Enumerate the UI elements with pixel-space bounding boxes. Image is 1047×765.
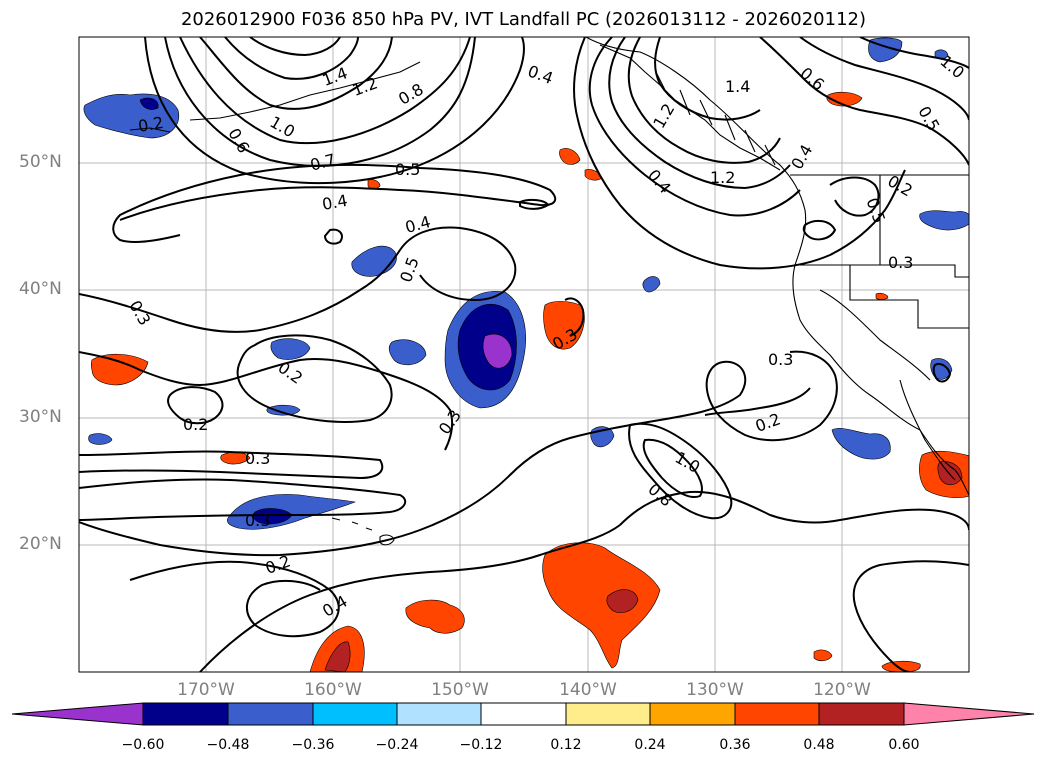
colorbar-bin (565, 702, 651, 726)
contour-label: 1.2 (350, 73, 380, 100)
lon-label-150w: 150°W (431, 680, 489, 700)
colorbar-high-extend (903, 702, 1035, 726)
colorbar-tick: −0.12 (459, 737, 503, 753)
colorbar-low-extend (11, 702, 144, 726)
contour-label: 0.6 (796, 63, 828, 94)
contour-label: 0.3 (888, 253, 913, 272)
lat-label-40n: 40°N (19, 279, 62, 299)
lon-label-170w: 170°W (177, 680, 235, 700)
colorbar-tick: −0.36 (291, 737, 335, 753)
lon-label-140w: 140°W (559, 680, 617, 700)
contour-label: 0.4 (525, 61, 555, 88)
lon-label-160w: 160°W (304, 680, 362, 700)
colorbar-tick: −0.48 (206, 737, 250, 753)
colorbar-tick: 0.24 (634, 737, 666, 753)
colorbar-bin (396, 702, 482, 726)
contour-label: 0.5 (395, 160, 420, 179)
contour-label: 0.4 (403, 212, 433, 237)
contour-label: 1.2 (649, 100, 678, 132)
lon-label-130w: 130°W (686, 680, 744, 700)
lat-label-30n: 30°N (19, 407, 62, 427)
contour-label: 0.5 (396, 254, 423, 284)
contour-label: 0.4 (787, 141, 816, 173)
contour-label: 0.8 (395, 79, 427, 108)
contour-label: 0.3 (245, 449, 270, 468)
map-title: 2026012900 F036 850 hPa PV, IVT Landfall… (180, 9, 867, 30)
contour-label: 0.2 (753, 409, 783, 436)
contour-label: 0.3 (435, 406, 465, 438)
pv-contours (79, 37, 969, 672)
contour-label: 0.3 (245, 511, 270, 530)
contour-label: 0.4 (321, 191, 349, 214)
colorbar-tick: 0.60 (888, 737, 920, 753)
contour-label: 0.2 (137, 113, 165, 136)
contour-label: 0.3 (125, 297, 154, 329)
lat-label-20n: 20°N (19, 534, 62, 554)
colorbar-bin (142, 702, 229, 726)
map-frame (78, 36, 970, 673)
colorbar-bin (649, 702, 736, 726)
negative-shading (83, 37, 969, 530)
contour-label: 0.2 (274, 358, 306, 388)
colorbar-tick: −0.60 (121, 737, 165, 753)
colorbar-bin (227, 702, 314, 726)
colorbar-bin (480, 702, 567, 726)
positive-shading (90, 91, 969, 672)
contour-label: 0.8 (644, 479, 676, 510)
colorbar-tick: 0.36 (719, 737, 751, 753)
contour-label: 0.5 (863, 195, 890, 225)
contour-label: 0.5 (914, 103, 943, 135)
gridlines (79, 37, 969, 672)
contour-label: 1.4 (725, 77, 750, 96)
colorbar-tick: 0.12 (550, 737, 582, 753)
contour-label: 0.3 (768, 350, 793, 369)
contour-label: 0.2 (183, 415, 208, 434)
contour-label: 0.4 (319, 591, 351, 620)
contour-label: 0.2 (884, 171, 916, 200)
colorbar-bin (734, 702, 820, 726)
lat-label-50n: 50°N (19, 152, 62, 172)
colorbar (11, 702, 1035, 726)
colorbar-bin (818, 702, 905, 726)
colorbar-tick: 0.48 (803, 737, 835, 753)
colorbar-bin (312, 702, 398, 726)
contour-label: 1.4 (320, 63, 350, 90)
colorbar-tick: −0.24 (375, 737, 419, 753)
lon-label-120w: 120°W (813, 680, 871, 700)
coastlines (129, 37, 969, 546)
contour-label: 1.2 (710, 168, 735, 187)
